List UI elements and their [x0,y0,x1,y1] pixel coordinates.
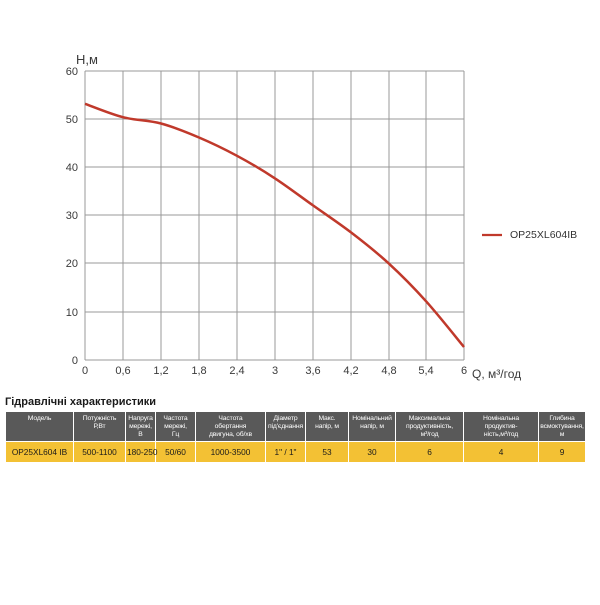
svg-text:4,2: 4,2 [343,365,358,377]
svg-text:6: 6 [461,365,467,377]
svg-text:50: 50 [66,114,78,126]
svg-text:Q, м³/год: Q, м³/год [472,367,521,381]
svg-text:60: 60 [66,66,78,78]
svg-text:0,6: 0,6 [115,365,130,377]
svg-text:10: 10 [66,307,78,319]
svg-text:40: 40 [66,162,78,174]
svg-text:2,4: 2,4 [229,365,244,377]
svg-text:OP25XL604IB: OP25XL604IB [510,229,577,241]
svg-text:0: 0 [82,365,88,377]
svg-text:H,м: H,м [76,52,98,67]
svg-text:1,8: 1,8 [191,365,206,377]
svg-text:3: 3 [272,365,278,377]
svg-text:5,4: 5,4 [418,365,433,377]
svg-text:0: 0 [72,355,78,367]
svg-text:1,2: 1,2 [153,365,168,377]
svg-text:20: 20 [66,258,78,270]
svg-text:30: 30 [66,210,78,222]
svg-text:3,6: 3,6 [305,365,320,377]
svg-text:4,8: 4,8 [381,365,396,377]
